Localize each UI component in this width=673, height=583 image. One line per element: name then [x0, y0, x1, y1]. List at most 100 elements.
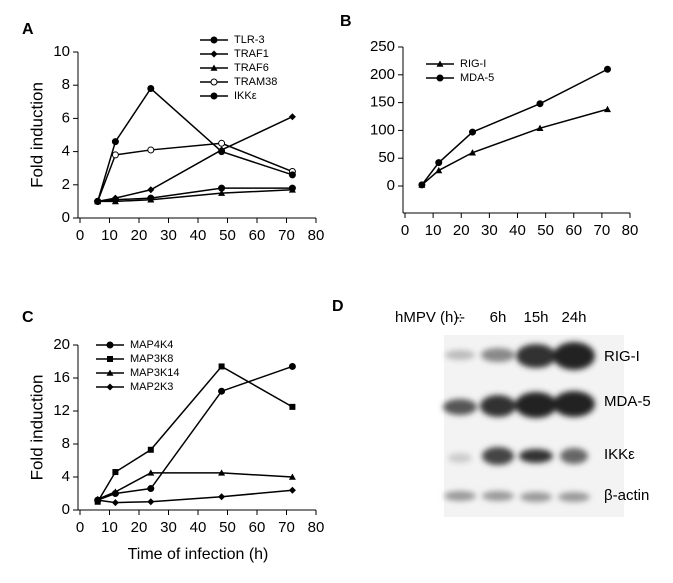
data-point — [435, 166, 443, 174]
y-axis-label: Fold induction — [27, 375, 46, 481]
legend-label: MAP3K8 — [130, 353, 173, 365]
legend-label: MDA-5 — [460, 72, 494, 84]
x-tick-label: 80 — [308, 227, 325, 244]
x-tick-label: 70 — [278, 227, 295, 244]
x-tick-label: 50 — [219, 519, 236, 536]
x-tick-label: 70 — [278, 519, 295, 536]
data-point — [111, 138, 119, 146]
legend-label: TRAM38 — [234, 76, 277, 88]
data-point — [147, 469, 155, 476]
series-line — [96, 87, 293, 202]
y-tick-label: 200 — [370, 66, 395, 83]
data-point — [112, 469, 119, 476]
data-point — [147, 85, 155, 93]
data-point — [111, 488, 119, 495]
data-point — [218, 148, 226, 156]
row-label: RIG-I — [604, 348, 640, 365]
lane-label: 15h — [523, 309, 548, 326]
y-tick-label: 8 — [62, 76, 70, 93]
x-tick-label: 80 — [622, 222, 639, 239]
legend-marker — [106, 383, 114, 391]
y-tick-label: 0 — [62, 501, 70, 518]
y-tick-label: 8 — [62, 435, 70, 452]
x-tick-label: 0 — [76, 227, 84, 244]
x-tick-label: 10 — [101, 519, 118, 536]
legend-label: IKKε — [234, 90, 257, 102]
data-point — [604, 65, 611, 73]
data-point — [604, 105, 611, 113]
legend-marker — [210, 64, 218, 71]
data-point — [218, 363, 225, 370]
row-label: IKKε — [604, 446, 635, 463]
x-tick-label: 80 — [308, 519, 325, 536]
data-point — [218, 493, 226, 501]
x-tick-label: 20 — [453, 222, 470, 239]
x-tick-label: 30 — [481, 222, 498, 239]
y-tick-label: 16 — [53, 369, 70, 386]
legend-label: TRAF6 — [234, 62, 269, 74]
data-point — [147, 186, 155, 194]
series-line — [96, 142, 293, 202]
legend-marker — [107, 356, 113, 362]
series-line — [421, 108, 608, 186]
lane-label: -- — [455, 309, 465, 326]
x-tick-label: 20 — [131, 519, 148, 536]
legend-label: TRAF1 — [234, 48, 269, 60]
x-tick-label: 20 — [131, 227, 148, 244]
x-axis-label: Time of infection (h) — [128, 546, 269, 563]
blot-header: hMPV (h): — [395, 309, 463, 326]
legend-label: MAP3K14 — [130, 367, 180, 379]
legend-marker — [210, 92, 218, 100]
x-tick-label: 70 — [594, 222, 611, 239]
x-tick-label: 10 — [425, 222, 442, 239]
series-line — [97, 365, 293, 501]
legend-marker — [436, 60, 444, 67]
legend-marker — [210, 36, 218, 44]
legend-label: MAP2K3 — [130, 381, 173, 393]
lane-label: 24h — [561, 309, 586, 326]
panel-label: B — [340, 13, 352, 30]
data-point — [288, 486, 296, 494]
x-tick-label: 30 — [160, 519, 177, 536]
data-point — [288, 186, 296, 193]
data-point — [111, 151, 119, 159]
data-point — [469, 128, 476, 136]
data-point — [147, 146, 155, 154]
legend-label: MAP4K4 — [130, 339, 173, 351]
row-label: β-actin — [604, 487, 649, 504]
data-point — [218, 387, 226, 395]
data-point — [435, 159, 443, 167]
row-label: MDA-5 — [604, 393, 651, 410]
x-tick-label: 50 — [219, 227, 236, 244]
y-tick-label: 250 — [370, 38, 395, 55]
data-point — [289, 403, 296, 410]
lane-label: 6h — [490, 309, 507, 326]
y-tick-label: 12 — [53, 402, 70, 419]
y-tick-label: 4 — [62, 468, 70, 485]
legend-marker — [106, 341, 114, 349]
x-tick-label: 40 — [190, 227, 207, 244]
legend-label: RIG-I — [460, 58, 486, 70]
y-tick-label: 4 — [62, 143, 70, 160]
data-point — [288, 473, 296, 480]
y-tick-label: 10 — [53, 43, 70, 60]
x-tick-label: 30 — [160, 227, 177, 244]
legend-marker — [210, 50, 218, 58]
legend-label: TLR-3 — [234, 34, 265, 46]
series-line — [97, 472, 293, 500]
panel-label: C — [22, 309, 34, 326]
data-point — [288, 171, 296, 179]
series-line — [97, 365, 293, 503]
y-tick-label: 0 — [387, 177, 395, 194]
data-point — [111, 499, 119, 507]
series-line — [421, 68, 608, 186]
y-tick-label: 50 — [378, 149, 395, 166]
data-point — [94, 496, 102, 504]
x-tick-label: 60 — [565, 222, 582, 239]
data-point — [147, 196, 155, 203]
y-tick-label: 0 — [62, 209, 70, 226]
data-point — [111, 197, 119, 205]
data-point — [288, 362, 296, 370]
y-tick-label: 6 — [62, 109, 70, 126]
